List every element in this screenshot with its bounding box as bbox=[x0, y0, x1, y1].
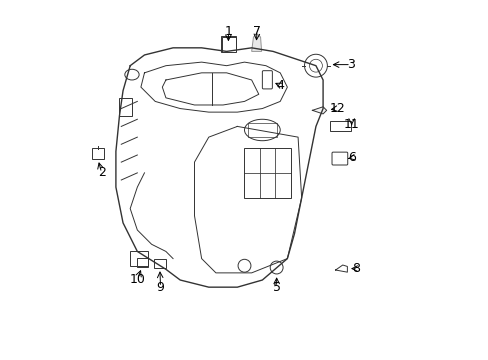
Text: 1: 1 bbox=[224, 25, 232, 38]
Polygon shape bbox=[251, 33, 261, 51]
Text: 7: 7 bbox=[252, 25, 261, 38]
Text: 5: 5 bbox=[272, 281, 280, 294]
Text: 9: 9 bbox=[156, 281, 164, 294]
Polygon shape bbox=[312, 107, 326, 114]
Text: 10: 10 bbox=[129, 273, 145, 286]
Text: 12: 12 bbox=[329, 102, 345, 115]
Text: 3: 3 bbox=[346, 58, 354, 71]
Text: 8: 8 bbox=[351, 262, 359, 275]
Text: 2: 2 bbox=[98, 166, 105, 179]
Text: 11: 11 bbox=[343, 118, 359, 131]
Text: 4: 4 bbox=[276, 79, 284, 92]
Text: 6: 6 bbox=[347, 151, 355, 165]
